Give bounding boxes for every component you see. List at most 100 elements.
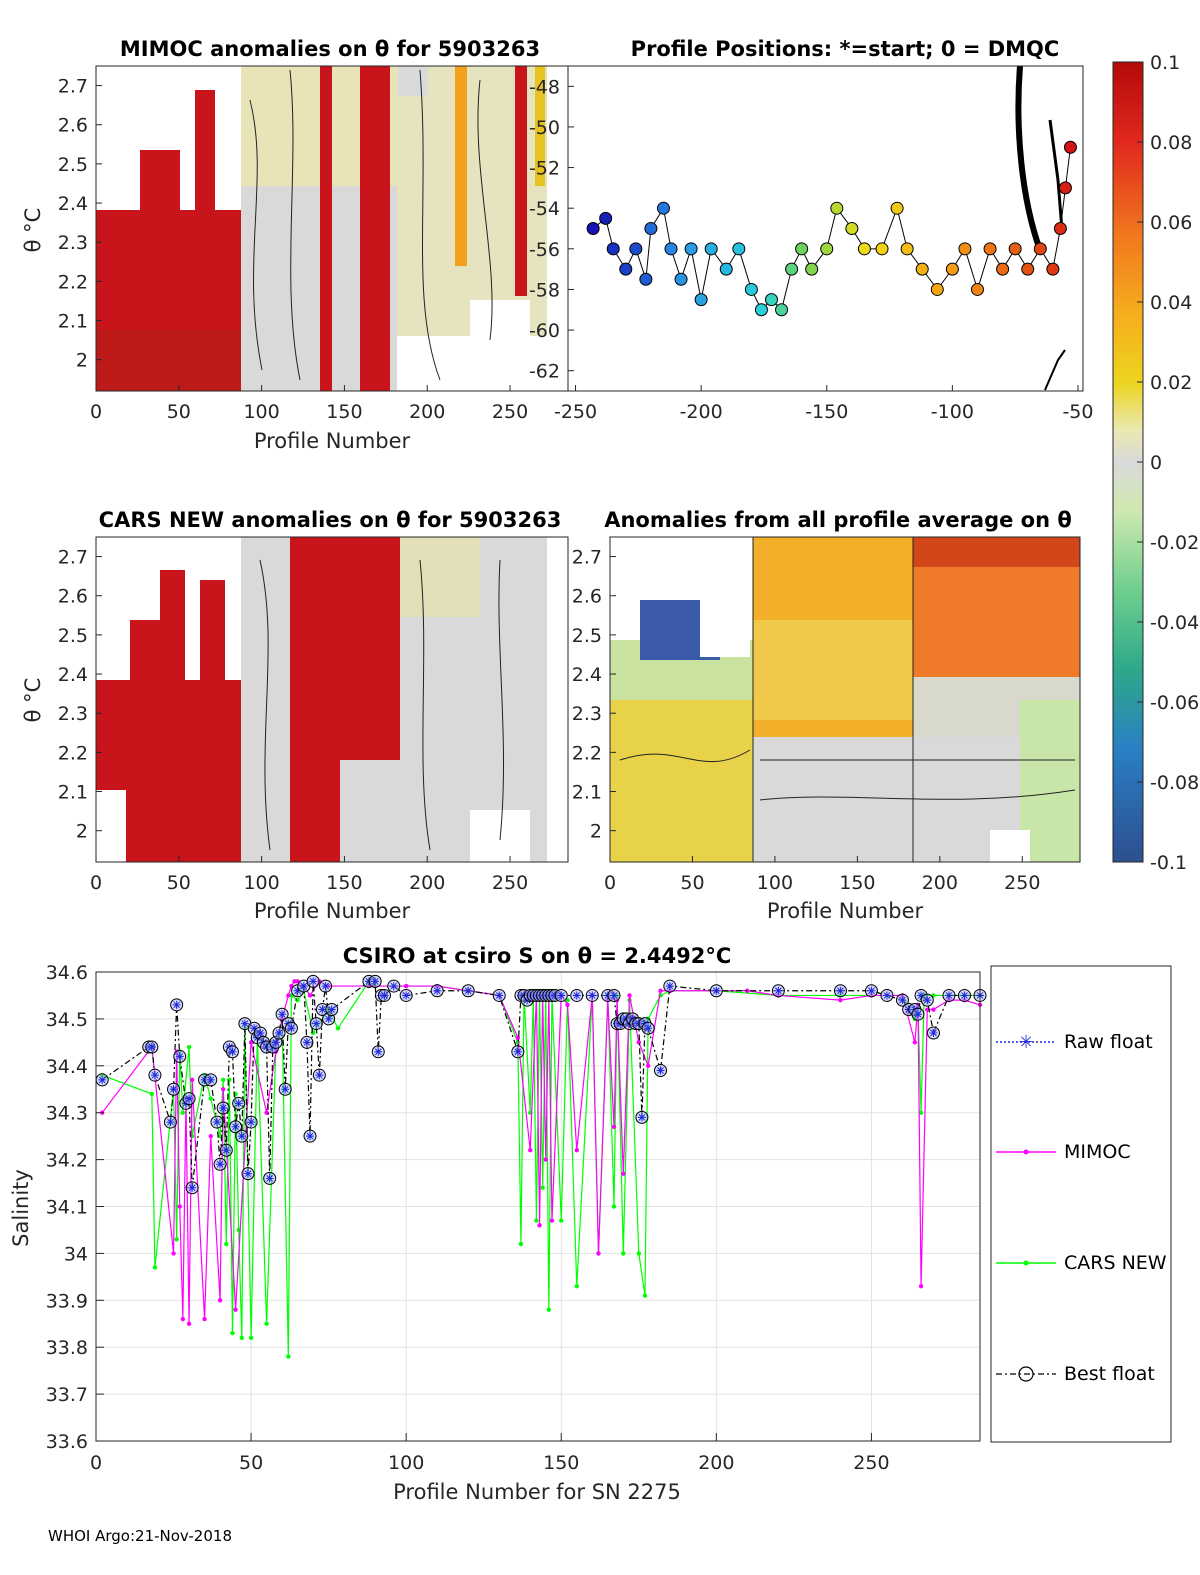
y-tick-label: 2 <box>590 821 602 843</box>
data-point <box>171 1251 176 1256</box>
data-point <box>220 1077 226 1083</box>
float-track <box>586 140 1077 317</box>
data-point <box>611 1124 617 1129</box>
colorbar-tick-label: -0.08 <box>1150 772 1199 794</box>
axes-frame-positions <box>567 65 1084 392</box>
raw-float-point <box>185 1094 194 1103</box>
position-marker <box>619 262 633 276</box>
y-tick-label: -56 <box>529 239 560 261</box>
raw-float-point <box>222 1146 231 1155</box>
y-tick-label: 2.7 <box>58 547 88 569</box>
coastline <box>1048 119 1064 231</box>
data-point <box>621 1171 626 1176</box>
position-marker <box>1033 242 1047 256</box>
raw-float-point <box>188 1183 197 1192</box>
colorbar-tick-label: 0 <box>1150 452 1162 474</box>
axes-frame-average <box>609 536 1081 863</box>
y-tick-label: 2.4 <box>58 664 88 686</box>
data-point <box>574 1284 579 1289</box>
x-tick-label: 100 <box>388 1452 424 1474</box>
legend: ✳ Raw float MIMOC CARS NEW Best float <box>990 965 1172 1443</box>
raw-float-point <box>665 982 674 991</box>
x-tick-label: -100 <box>931 401 974 423</box>
raw-float-point <box>271 1038 280 1047</box>
position-marker <box>732 242 746 256</box>
y-tick-label: 33.6 <box>46 1431 88 1453</box>
heatmap-average <box>610 537 1080 862</box>
position-marker <box>805 262 819 276</box>
colorbar-tick-label: -0.04 <box>1150 612 1199 634</box>
y-tick-label: 34.2 <box>46 1150 88 1172</box>
raw-float-point <box>237 1132 246 1141</box>
panel-salinity: CSIRO at csiro S on θ = 2.4492°C 0 50 100 1… <box>9 944 987 1504</box>
x-tick-label: 250 <box>492 401 528 423</box>
position-marker <box>890 201 904 215</box>
data-point <box>931 1007 936 1012</box>
y-tick-label: 34.3 <box>46 1103 88 1125</box>
y-tick-label: -48 <box>529 76 560 98</box>
data-point <box>658 988 663 993</box>
raw-float-point <box>321 982 330 991</box>
position-marker <box>599 211 613 225</box>
y-tick-label: -58 <box>529 279 560 301</box>
position-marker <box>674 272 688 286</box>
raw-float-point <box>98 1075 107 1084</box>
series-best-raw <box>95 974 987 1195</box>
position-marker <box>1008 242 1022 256</box>
data-point <box>627 993 632 998</box>
colorbar-tick-label: -0.02 <box>1150 532 1199 554</box>
y-tick-label: 2.3 <box>58 232 88 254</box>
raw-float-point <box>147 1043 156 1052</box>
raw-float-point <box>588 991 597 1000</box>
position-marker <box>820 242 834 256</box>
y-tick-label: -52 <box>529 158 560 180</box>
y-tick-label: 2 <box>76 350 88 372</box>
colorbar-tick-label: 0.1 <box>1150 52 1180 74</box>
raw-float-point <box>572 991 581 1000</box>
y-tick-label: 34 <box>64 1243 88 1265</box>
raw-float-point <box>212 1118 221 1127</box>
raw-float-point <box>913 1010 922 1019</box>
raw-float-point <box>281 1085 290 1094</box>
raw-float-point <box>402 991 411 1000</box>
raw-float-point <box>944 991 953 1000</box>
y-tick-label: 34.6 <box>46 962 88 984</box>
raw-float-point <box>275 1028 284 1037</box>
raw-float-point <box>960 991 969 1000</box>
data-point <box>918 1110 924 1115</box>
y-tick-label: 33.9 <box>46 1290 88 1312</box>
raw-float-point <box>293 986 302 995</box>
colorbar-tick-label: -0.1 <box>1150 852 1187 874</box>
y-tick-label: 2.2 <box>58 271 88 293</box>
xlabel-salinity: Profile Number for SN 2275 <box>393 1480 681 1504</box>
raw-float-point <box>464 986 473 995</box>
position-marker <box>915 262 929 276</box>
y-tick-label: 2.6 <box>58 115 88 137</box>
x-tick-label: 200 <box>409 401 445 423</box>
position-marker <box>1053 222 1067 235</box>
raw-float-point <box>637 1113 646 1122</box>
raw-float-point <box>557 991 566 1000</box>
ylabel-salinity: Salinity <box>9 1169 33 1247</box>
panel-cars: CARS NEW anomalies on θ for 5903263 0 50 1… <box>21 508 569 923</box>
raw-float-point <box>256 1028 265 1037</box>
data-point <box>515 1035 521 1040</box>
raw-float-point <box>315 1071 324 1080</box>
x-tick-label: 0 <box>604 872 616 894</box>
data-point <box>264 1321 269 1326</box>
y-tick-label: 2.1 <box>58 782 88 804</box>
x-tick-label: 250 <box>492 872 528 894</box>
position-marker <box>875 242 889 256</box>
xticks-positions: -250 -200 -150 -100 -50 <box>554 385 1093 423</box>
raw-float-point <box>150 1071 159 1080</box>
raw-float-point <box>917 991 926 1000</box>
legend-label-raw: Raw float <box>1064 1031 1153 1053</box>
raw-float-point <box>265 1174 274 1183</box>
x-tick-label: 150 <box>326 401 362 423</box>
xlabel-cars: Profile Number <box>254 899 411 923</box>
raw-float-point <box>247 1118 256 1127</box>
position-marker <box>900 242 914 256</box>
dot-icon <box>1023 1149 1029 1155</box>
position-marker <box>830 201 844 215</box>
raw-float-point <box>644 1024 653 1033</box>
